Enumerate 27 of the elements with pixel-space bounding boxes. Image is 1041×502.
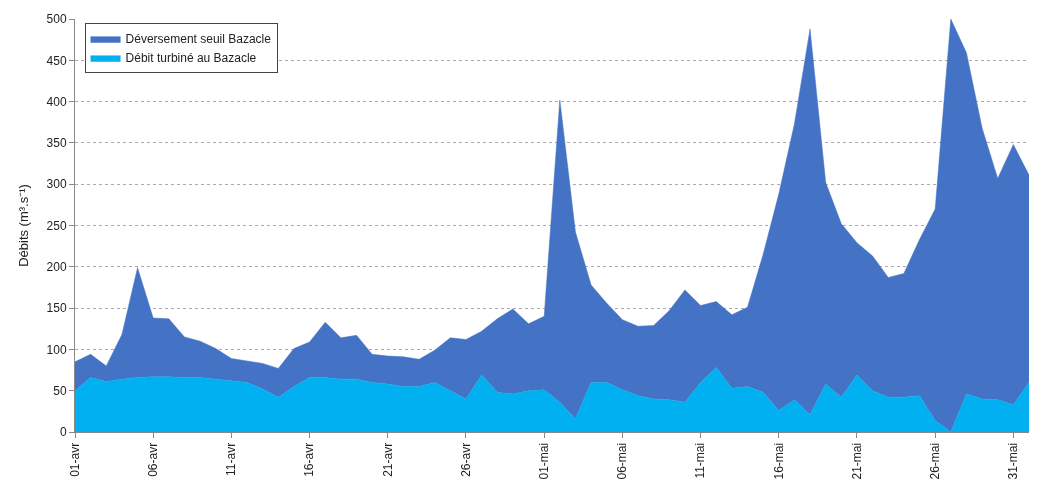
y-tick-label: 450 (46, 53, 67, 68)
x-tick-label: 26-avr (458, 442, 473, 477)
x-tick-label: 31-mai (1006, 442, 1021, 480)
y-tick-label: 500 (46, 12, 67, 27)
x-tick-label: 01-mai (537, 442, 552, 480)
x-tick-label: 11-mai (693, 442, 708, 479)
x-tick-label: 16-mai (771, 442, 786, 480)
y-tick-label: 250 (46, 218, 67, 233)
x-tick-label: 06-avr (146, 442, 161, 477)
y-axis-title: Débits (m³.s⁻¹) (15, 184, 31, 267)
y-tick-label: 200 (46, 260, 67, 274)
y-tick-label: 50 (53, 383, 67, 398)
y-tick-label: 350 (46, 136, 67, 151)
y-tick-label: 150 (46, 301, 67, 316)
x-tick-label: 11-avr (224, 442, 239, 476)
legend-label: Débit turbiné au Bazacle (125, 51, 257, 66)
x-tick-label: 06-mai (615, 442, 630, 480)
y-tick-label: 0 (59, 425, 67, 440)
x-tick-label: 01-avr (67, 442, 82, 477)
x-tick-label: 26-mai (928, 442, 943, 480)
y-tick-label: 300 (46, 177, 67, 192)
x-tick-label: 21-mai (849, 442, 864, 480)
legend-label: Déversement seuil Bazacle (125, 32, 272, 47)
y-tick-label: 400 (46, 94, 67, 109)
x-tick-label: 16-avr (302, 442, 317, 477)
y-tick-label: 100 (46, 342, 67, 357)
x-tick-label: 21-avr (380, 442, 395, 477)
